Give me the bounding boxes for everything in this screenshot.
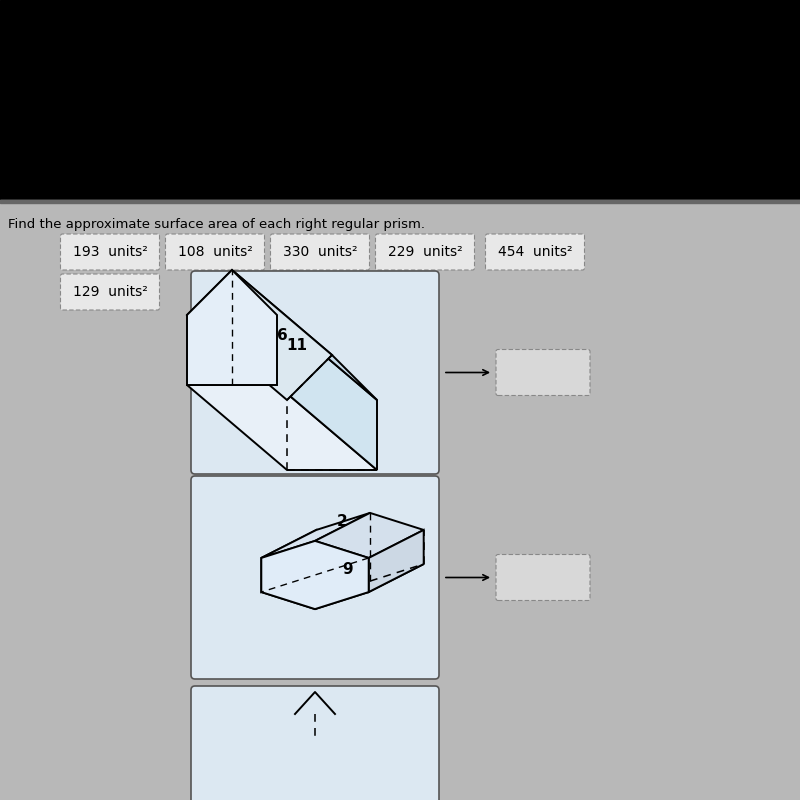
- Polygon shape: [187, 385, 377, 470]
- Polygon shape: [277, 315, 377, 470]
- Polygon shape: [187, 270, 332, 400]
- Polygon shape: [315, 564, 424, 609]
- Polygon shape: [315, 513, 424, 558]
- Polygon shape: [369, 530, 424, 592]
- Text: 11: 11: [286, 338, 307, 353]
- Polygon shape: [316, 513, 424, 581]
- Polygon shape: [187, 270, 277, 385]
- Polygon shape: [232, 270, 377, 400]
- Bar: [0, 0, 800, 200]
- Polygon shape: [262, 541, 369, 609]
- Polygon shape: [262, 530, 316, 592]
- Polygon shape: [262, 513, 370, 558]
- Text: 330  units²: 330 units²: [282, 245, 358, 259]
- FancyBboxPatch shape: [496, 350, 590, 395]
- Text: 9: 9: [342, 562, 354, 578]
- FancyBboxPatch shape: [61, 274, 159, 310]
- FancyBboxPatch shape: [486, 234, 585, 270]
- Text: Find the approximate surface area of each right regular prism.: Find the approximate surface area of eac…: [8, 218, 425, 231]
- Text: 129  units²: 129 units²: [73, 285, 147, 299]
- FancyBboxPatch shape: [191, 686, 439, 800]
- FancyBboxPatch shape: [191, 271, 439, 474]
- Text: 229  units²: 229 units²: [388, 245, 462, 259]
- FancyBboxPatch shape: [191, 476, 439, 679]
- Text: 454  units²: 454 units²: [498, 245, 572, 259]
- Text: 193  units²: 193 units²: [73, 245, 147, 259]
- Text: 2: 2: [337, 514, 348, 529]
- FancyBboxPatch shape: [61, 234, 159, 270]
- FancyBboxPatch shape: [166, 234, 265, 270]
- Bar: [0, 200, 800, 800]
- Bar: [0, 200, 800, 203]
- Polygon shape: [262, 564, 370, 609]
- FancyBboxPatch shape: [270, 234, 370, 270]
- FancyBboxPatch shape: [375, 234, 474, 270]
- Text: 108  units²: 108 units²: [178, 245, 252, 259]
- Text: 6: 6: [277, 327, 287, 342]
- FancyBboxPatch shape: [496, 554, 590, 601]
